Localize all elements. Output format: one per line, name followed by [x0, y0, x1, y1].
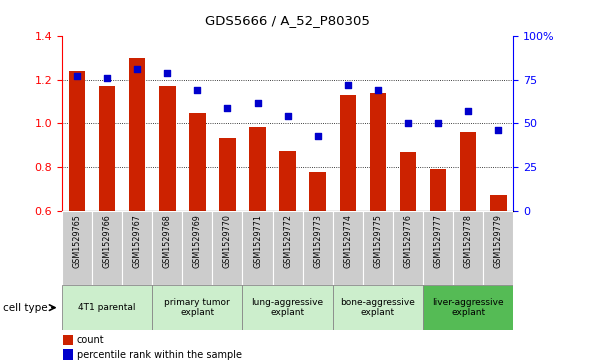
Point [253, 99, 262, 105]
Bar [363, 211, 393, 285]
Bar [152, 211, 182, 285]
Text: GSM1529769: GSM1529769 [193, 214, 202, 268]
Point [433, 121, 442, 126]
Bar [333, 285, 423, 330]
Text: percentile rank within the sample: percentile rank within the sample [77, 350, 242, 359]
Point [222, 105, 232, 111]
Bar [423, 211, 453, 285]
Point [373, 87, 382, 93]
Bar [339, 95, 356, 211]
Bar [62, 211, 92, 285]
Text: 4T1 parental: 4T1 parental [78, 303, 136, 312]
Point [192, 87, 202, 93]
Bar [423, 285, 513, 330]
Point [463, 108, 473, 114]
Text: GSM1529765: GSM1529765 [73, 214, 81, 268]
Bar [63, 335, 73, 345]
Bar [242, 211, 273, 285]
Bar [453, 211, 483, 285]
Bar [92, 211, 122, 285]
Point [162, 70, 172, 76]
Text: GSM1529770: GSM1529770 [223, 214, 232, 268]
Point [283, 114, 292, 119]
Text: GSM1529768: GSM1529768 [163, 214, 172, 268]
Bar [309, 172, 326, 211]
Bar [129, 58, 146, 211]
Point [403, 121, 412, 126]
Point [493, 127, 503, 133]
Bar [369, 93, 386, 211]
Text: cell type: cell type [3, 303, 48, 313]
Bar [99, 86, 116, 211]
Bar [68, 71, 86, 211]
Point [102, 75, 112, 81]
Bar [212, 211, 242, 285]
Text: GSM1529779: GSM1529779 [494, 214, 503, 268]
Bar [490, 195, 507, 211]
Bar [303, 211, 333, 285]
Point [72, 73, 81, 79]
Text: GSM1529778: GSM1529778 [464, 214, 473, 268]
Bar [189, 113, 206, 211]
Text: liver-aggressive
explant: liver-aggressive explant [432, 298, 504, 317]
Point [343, 82, 352, 88]
Bar [249, 127, 266, 211]
Text: primary tumor
explant: primary tumor explant [165, 298, 230, 317]
Bar [63, 349, 73, 360]
Bar [122, 211, 152, 285]
Text: GSM1529772: GSM1529772 [283, 214, 292, 268]
Point [313, 133, 322, 139]
Bar [182, 211, 212, 285]
Text: GDS5666 / A_52_P80305: GDS5666 / A_52_P80305 [205, 15, 370, 28]
Text: GSM1529767: GSM1529767 [133, 214, 142, 268]
Bar [393, 211, 423, 285]
Bar [273, 211, 303, 285]
Bar [159, 86, 176, 211]
Text: count: count [77, 335, 104, 345]
Bar [62, 285, 152, 330]
Text: GSM1529774: GSM1529774 [343, 214, 352, 268]
Bar [430, 169, 447, 211]
Point [132, 66, 142, 72]
Text: GSM1529775: GSM1529775 [373, 214, 382, 268]
Bar [219, 138, 236, 211]
Text: GSM1529777: GSM1529777 [434, 214, 442, 268]
Text: bone-aggressive
explant: bone-aggressive explant [340, 298, 415, 317]
Bar [279, 151, 296, 211]
Bar [483, 211, 513, 285]
Bar [242, 285, 333, 330]
Text: GSM1529773: GSM1529773 [313, 214, 322, 268]
Bar [460, 132, 477, 211]
Text: GSM1529766: GSM1529766 [103, 214, 112, 268]
Bar [333, 211, 363, 285]
Text: lung-aggressive
explant: lung-aggressive explant [251, 298, 324, 317]
Bar [152, 285, 242, 330]
Text: GSM1529776: GSM1529776 [404, 214, 412, 268]
Bar [399, 152, 417, 211]
Text: GSM1529771: GSM1529771 [253, 214, 262, 268]
